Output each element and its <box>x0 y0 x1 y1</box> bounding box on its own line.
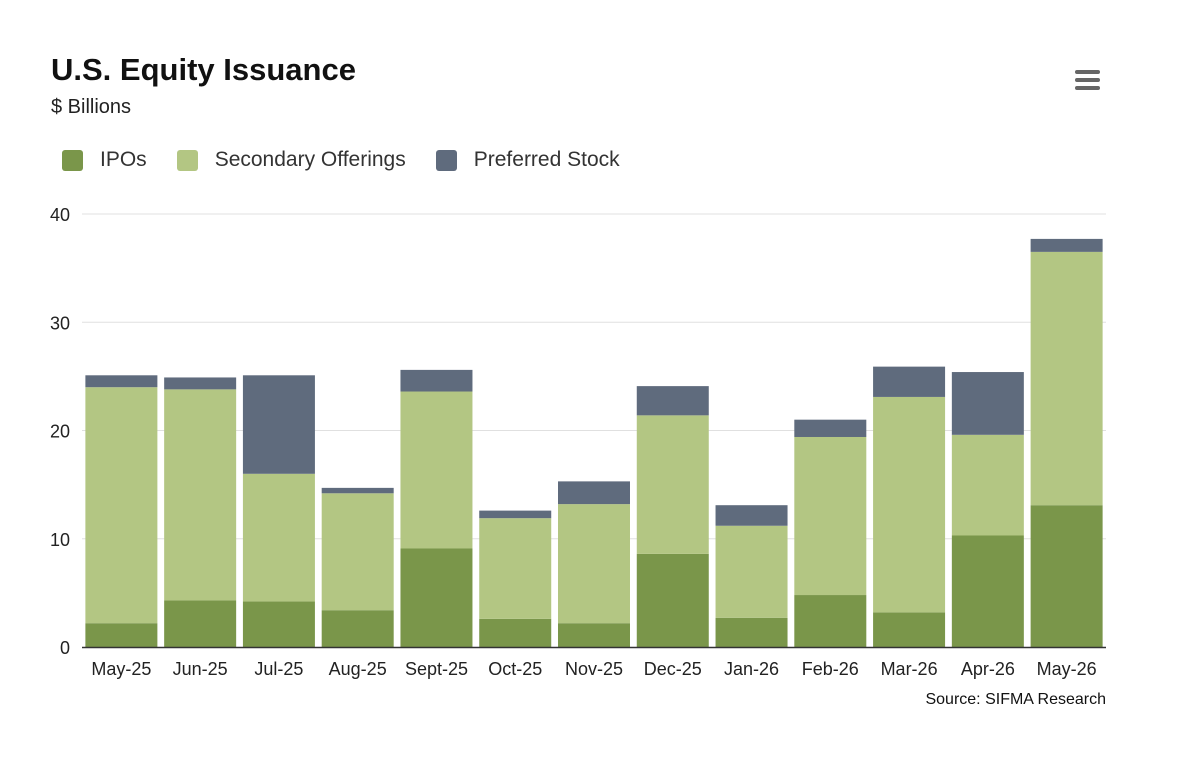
chart-subtitle: $ Billions <box>51 96 132 118</box>
legend-swatch-preferred-stock <box>435 149 457 171</box>
bar-segment <box>951 372 1024 435</box>
bar-segment <box>951 434 1024 536</box>
bar-segment <box>479 510 552 519</box>
legend-item-secondary-offerings[interactable]: Secondary Offerings <box>176 148 406 172</box>
legend-item-preferred-stock[interactable]: Preferred Stock <box>435 148 620 172</box>
bar-segment <box>400 391 473 549</box>
bar-segment <box>558 481 630 505</box>
legend: IPOs Secondary Offerings Preferred Stock <box>62 148 650 172</box>
bar-segment <box>164 389 237 601</box>
x-tick-label: Feb-26 <box>802 659 859 679</box>
x-tick-label: May-25 <box>91 659 151 679</box>
bar-segment <box>873 612 946 647</box>
bar-segment <box>242 601 315 647</box>
y-tick-label: 20 <box>50 422 70 442</box>
bar-segment <box>479 618 552 647</box>
bar-segment <box>321 487 394 494</box>
chart-title: U.S. Equity Issuance <box>51 52 356 87</box>
source-note: Source: SIFMA Research <box>925 691 1106 708</box>
bar-segment <box>794 595 867 647</box>
bar-segment <box>85 623 158 647</box>
bar-segment <box>1030 238 1103 252</box>
x-tick-label: May-26 <box>1037 659 1097 679</box>
bar-segment <box>321 610 394 647</box>
y-tick-label: 30 <box>50 313 70 333</box>
x-tick-label: Jan-26 <box>724 659 779 679</box>
x-tick-label: Jul-25 <box>254 659 303 679</box>
x-tick-label: Sept-25 <box>405 659 468 679</box>
bar-segment <box>164 377 237 390</box>
bar-segment <box>715 525 788 618</box>
bar-segment <box>636 553 709 647</box>
bar-segment <box>715 617 788 647</box>
bar-segment <box>242 473 315 602</box>
bar-segment <box>85 387 158 624</box>
bar-segment <box>873 396 946 613</box>
x-tick-label: Dec-25 <box>644 659 702 679</box>
bar-segment <box>636 415 709 554</box>
legend-label-ipos: IPOs <box>100 148 147 171</box>
bar-segment <box>951 535 1024 647</box>
legend-label-preferred-stock: Preferred Stock <box>473 148 620 171</box>
bar-segment <box>715 505 788 526</box>
bar-segment <box>242 375 315 474</box>
bar-segment <box>558 504 630 624</box>
bar-segment <box>794 419 867 437</box>
legend-label-secondary-offerings: Secondary Offerings <box>214 148 406 171</box>
bar-segment <box>479 518 552 619</box>
bar-segment <box>558 623 630 647</box>
x-tick-label: Oct-25 <box>488 659 542 679</box>
x-tick-label: Nov-25 <box>565 659 623 679</box>
legend-item-ipos[interactable]: IPOs <box>62 148 147 172</box>
bar-segment <box>1030 251 1103 506</box>
bar-segment <box>321 493 394 611</box>
bar-segment <box>85 375 158 388</box>
bar-segment <box>873 366 946 397</box>
bar-segment <box>636 386 709 416</box>
x-tick-label: Apr-26 <box>961 659 1015 679</box>
y-tick-label: 10 <box>50 530 70 550</box>
bar-segment <box>794 436 867 596</box>
bar-segment <box>400 548 473 647</box>
x-tick-label: Mar-26 <box>881 659 938 679</box>
hamburger-menu-icon[interactable] <box>1066 62 1110 98</box>
bar-segment <box>1030 505 1103 647</box>
x-tick-label: Jun-25 <box>173 659 228 679</box>
x-tick-label: Aug-25 <box>329 659 387 679</box>
legend-swatch-ipos <box>62 149 83 171</box>
bar-segment <box>164 600 237 647</box>
bar-segment <box>400 369 473 392</box>
y-tick-label: 0 <box>60 638 70 658</box>
legend-swatch-secondary-offerings <box>176 149 198 171</box>
y-tick-label: 40 <box>50 205 70 225</box>
